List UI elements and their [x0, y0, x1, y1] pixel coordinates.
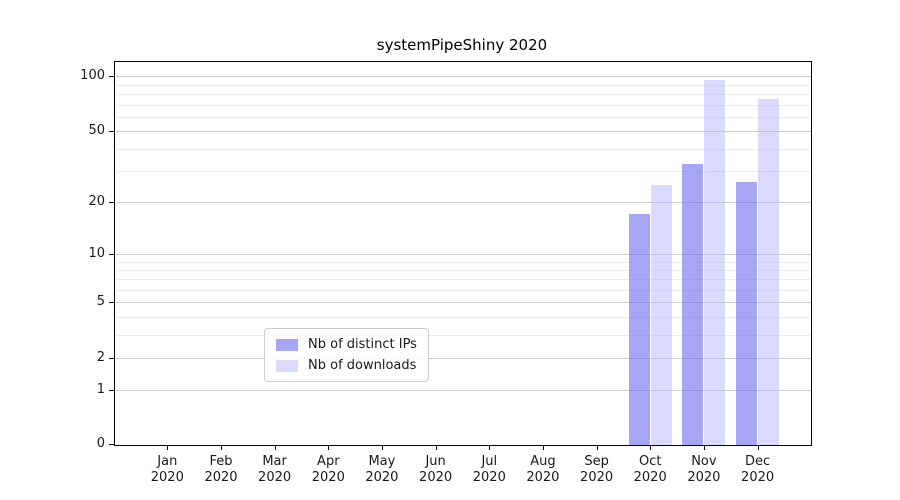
y-axis-tick-label: 20: [88, 194, 105, 210]
x-axis-tick-label: Dec 2020: [725, 454, 791, 486]
x-axis-tick-label: Mar 2020: [242, 454, 308, 486]
x-axis-tick-label: Apr 2020: [295, 454, 361, 486]
legend: Nb of distinct IPs Nb of downloads: [264, 328, 429, 382]
x-axis-year-label: 2020: [526, 469, 560, 485]
x-axis-tick-label: Jun 2020: [403, 454, 469, 486]
x-tick-mark: [435, 445, 437, 450]
x-axis-year-label: 2020: [687, 469, 721, 485]
x-axis-year-label: 2020: [311, 469, 345, 485]
legend-swatch: [276, 359, 298, 372]
bar-distinct-ips: [736, 181, 758, 445]
x-axis-tick-label: Jan 2020: [134, 454, 200, 486]
y-tick-mark: [109, 357, 114, 359]
bar-downloads: [758, 99, 780, 445]
x-axis-tick-label: Oct 2020: [617, 454, 683, 486]
y-axis-tick-label: 5: [96, 294, 105, 310]
y-axis-tick-label: 0: [96, 436, 105, 451]
x-tick-mark: [489, 445, 491, 450]
x-axis-year-label: 2020: [633, 469, 667, 485]
x-tick-mark: [757, 445, 759, 450]
x-axis-year-label: 2020: [580, 469, 614, 485]
x-axis-year-label: 2020: [150, 469, 184, 485]
x-tick-mark: [703, 445, 705, 450]
legend-item: Nb of distinct IPs: [276, 337, 417, 352]
y-tick-mark: [109, 444, 114, 445]
major-gridline: [115, 76, 811, 78]
y-tick-mark: [109, 302, 114, 304]
y-tick-mark: [109, 202, 114, 204]
x-tick-mark: [650, 445, 652, 450]
x-tick-mark: [274, 445, 276, 450]
x-axis-tick-label: Feb 2020: [188, 454, 254, 486]
legend-label: Nb of distinct IPs: [308, 337, 417, 352]
x-axis-year-label: 2020: [472, 469, 506, 485]
chart-title: systemPipeShiny 2020: [376, 36, 548, 54]
y-axis-tick-label: 100: [80, 68, 105, 84]
y-tick-mark: [109, 253, 114, 255]
legend-label: Nb of downloads: [308, 358, 417, 373]
y-axis-tick-label: 10: [88, 245, 105, 261]
x-axis-year-label: 2020: [204, 469, 238, 485]
x-axis-tick-label: Jul 2020: [456, 454, 522, 486]
y-tick-mark: [109, 390, 114, 392]
x-tick-mark: [167, 445, 169, 450]
y-tick-mark: [109, 131, 114, 132]
bar-downloads: [704, 79, 726, 445]
y-axis-tick-label: 50: [88, 123, 105, 138]
x-axis-year-label: 2020: [258, 469, 292, 485]
x-axis-tick-label: Aug 2020: [510, 454, 576, 486]
x-axis-year-label: 2020: [741, 469, 775, 485]
y-axis-tick-label: 2: [96, 349, 105, 365]
bar-downloads: [650, 185, 672, 445]
x-axis-tick-label: Nov 2020: [671, 454, 737, 486]
legend-swatch: [276, 338, 298, 351]
x-tick-mark: [381, 445, 383, 450]
y-tick-mark: [109, 76, 114, 78]
x-axis-year-label: 2020: [419, 469, 453, 485]
x-tick-mark: [221, 445, 222, 450]
x-tick-mark: [328, 445, 330, 450]
plot-area: 0 1 2 5 10 20 50 100 Jan 2020 Feb 2020 Mar 2020 Apr 202…: [80, 61, 812, 485]
x-axis-tick-label: Sep 2020: [564, 454, 630, 486]
x-axis-tick-label: May 2020: [349, 454, 415, 486]
x-axis-year-label: 2020: [365, 469, 399, 485]
legend-item: Nb of downloads: [276, 358, 417, 373]
x-tick-mark: [596, 445, 598, 450]
x-tick-mark: [542, 445, 544, 450]
bar-distinct-ips: [628, 214, 650, 445]
bar-distinct-ips: [682, 163, 704, 445]
y-axis-tick-label: 1: [96, 382, 105, 398]
